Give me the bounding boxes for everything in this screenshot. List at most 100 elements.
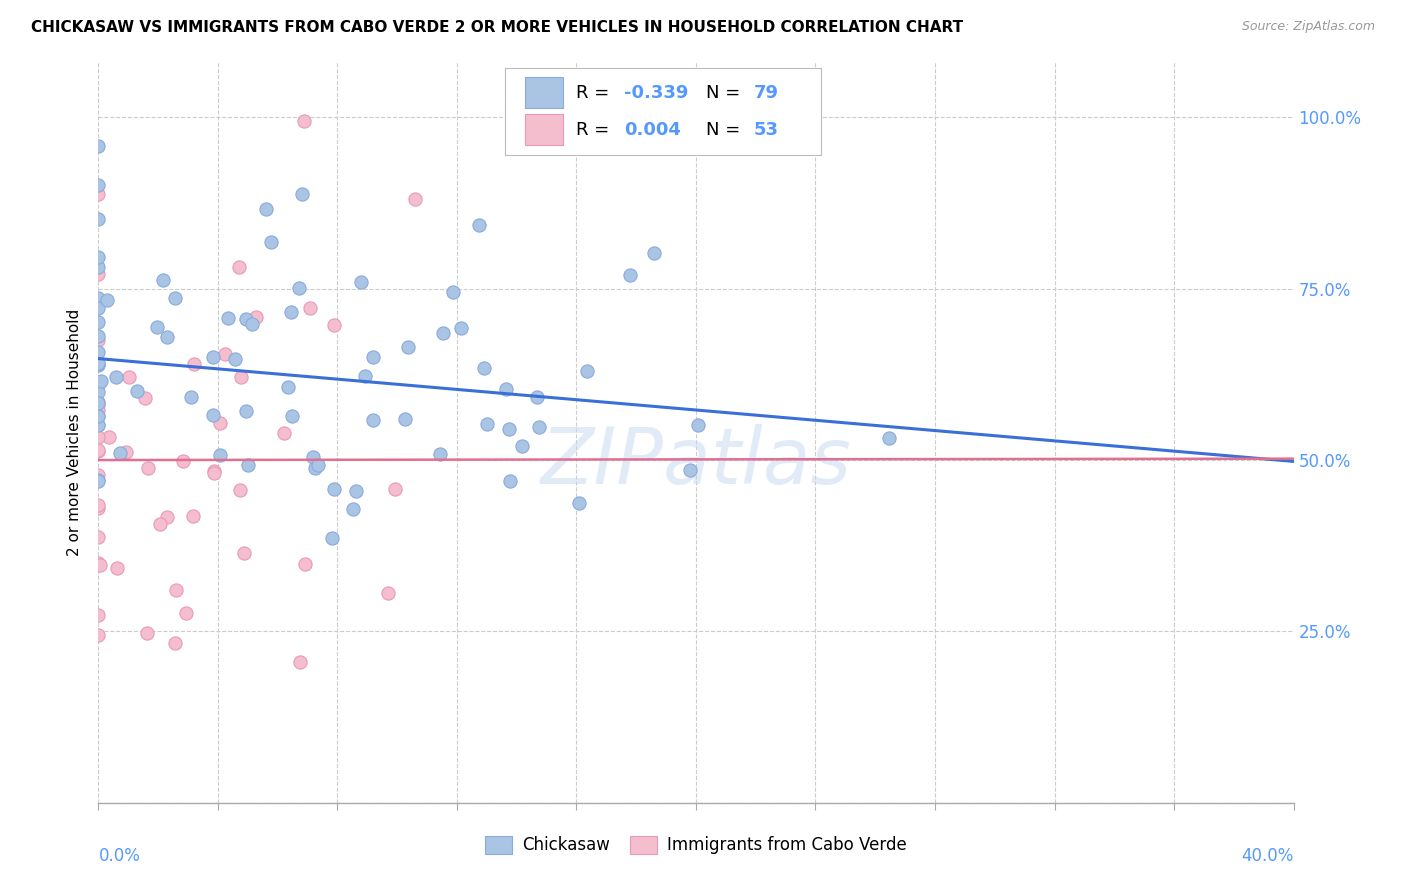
Point xyxy=(87,260,110,275)
Point xyxy=(287,281,309,295)
Point xyxy=(87,178,110,192)
Point xyxy=(87,498,110,512)
Text: R =: R = xyxy=(576,84,616,102)
Point xyxy=(96,293,118,307)
Text: Source: ZipAtlas.com: Source: ZipAtlas.com xyxy=(1241,20,1375,33)
Point xyxy=(361,413,384,427)
Point xyxy=(97,430,120,444)
Point xyxy=(432,326,454,340)
Point xyxy=(87,444,110,458)
Point xyxy=(510,439,533,453)
Point xyxy=(174,606,197,620)
Text: -0.339: -0.339 xyxy=(624,84,689,102)
Point xyxy=(288,655,311,669)
Point xyxy=(87,467,110,482)
Point xyxy=(165,583,187,598)
Point xyxy=(209,448,232,462)
FancyBboxPatch shape xyxy=(524,114,564,145)
Point xyxy=(322,318,344,332)
Point xyxy=(619,268,641,282)
Point xyxy=(87,607,110,622)
Point xyxy=(280,304,302,318)
Point xyxy=(377,586,399,600)
Point xyxy=(217,311,239,326)
Point xyxy=(87,475,110,489)
Point xyxy=(273,425,295,440)
Point xyxy=(87,328,110,343)
Point xyxy=(115,445,138,459)
Point xyxy=(146,319,169,334)
Point xyxy=(688,417,710,432)
Point xyxy=(441,285,464,299)
Point xyxy=(87,378,110,392)
Point xyxy=(87,357,110,371)
Point xyxy=(181,509,204,524)
Point xyxy=(214,347,236,361)
Point xyxy=(87,442,110,457)
Text: CHICKASAW VS IMMIGRANTS FROM CABO VERDE 2 OR MORE VEHICLES IN HOUSEHOLD CORRELAT: CHICKASAW VS IMMIGRANTS FROM CABO VERDE … xyxy=(31,20,963,35)
Text: 79: 79 xyxy=(754,84,779,102)
Point xyxy=(165,291,187,305)
Point xyxy=(232,546,254,560)
Point xyxy=(498,422,520,436)
Point xyxy=(108,446,131,460)
Point xyxy=(183,357,205,371)
Point xyxy=(87,501,110,516)
Point xyxy=(350,275,373,289)
Point xyxy=(87,557,110,571)
Text: ZIPatlas: ZIPatlas xyxy=(540,425,852,500)
Point xyxy=(87,409,110,423)
Point xyxy=(526,390,548,404)
Point xyxy=(229,369,252,384)
Point xyxy=(260,235,283,249)
Point xyxy=(87,530,110,544)
Point xyxy=(87,474,110,488)
Point xyxy=(235,403,257,417)
Point xyxy=(384,482,406,496)
Y-axis label: 2 or more Vehicles in Household: 2 or more Vehicles in Household xyxy=(67,309,83,557)
Point xyxy=(643,246,665,260)
Point xyxy=(468,218,491,232)
Point xyxy=(527,420,550,434)
Point xyxy=(245,310,267,324)
Point xyxy=(134,391,156,405)
Point xyxy=(172,454,194,468)
Point xyxy=(224,352,246,367)
Point xyxy=(152,272,174,286)
Point xyxy=(104,370,127,384)
Text: 40.0%: 40.0% xyxy=(1241,847,1294,865)
Point xyxy=(201,350,224,364)
Point xyxy=(322,483,344,497)
Point xyxy=(87,291,110,305)
Point xyxy=(568,496,591,510)
Point xyxy=(87,398,110,412)
Point xyxy=(156,509,179,524)
Point xyxy=(149,516,172,531)
Point xyxy=(429,447,451,461)
Point xyxy=(87,250,110,264)
Point xyxy=(229,483,252,498)
Point xyxy=(235,312,257,326)
Point xyxy=(202,467,225,481)
Point xyxy=(354,368,377,383)
Legend: Chickasaw, Immigrants from Cabo Verde: Chickasaw, Immigrants from Cabo Verde xyxy=(479,829,912,861)
Point xyxy=(344,484,367,499)
Point xyxy=(87,385,110,400)
Text: R =: R = xyxy=(576,120,616,138)
Point xyxy=(87,301,110,315)
Point xyxy=(404,193,426,207)
Point xyxy=(396,340,419,354)
Point xyxy=(342,502,364,516)
Point xyxy=(475,417,498,432)
Point xyxy=(238,458,260,473)
Point xyxy=(90,374,112,388)
Point xyxy=(281,409,304,423)
Point xyxy=(87,187,110,202)
Point xyxy=(87,394,110,409)
Point xyxy=(105,561,128,575)
Point xyxy=(576,364,599,378)
Point xyxy=(201,409,224,423)
Point xyxy=(87,628,110,642)
Point xyxy=(307,458,329,472)
Text: 53: 53 xyxy=(754,120,779,138)
